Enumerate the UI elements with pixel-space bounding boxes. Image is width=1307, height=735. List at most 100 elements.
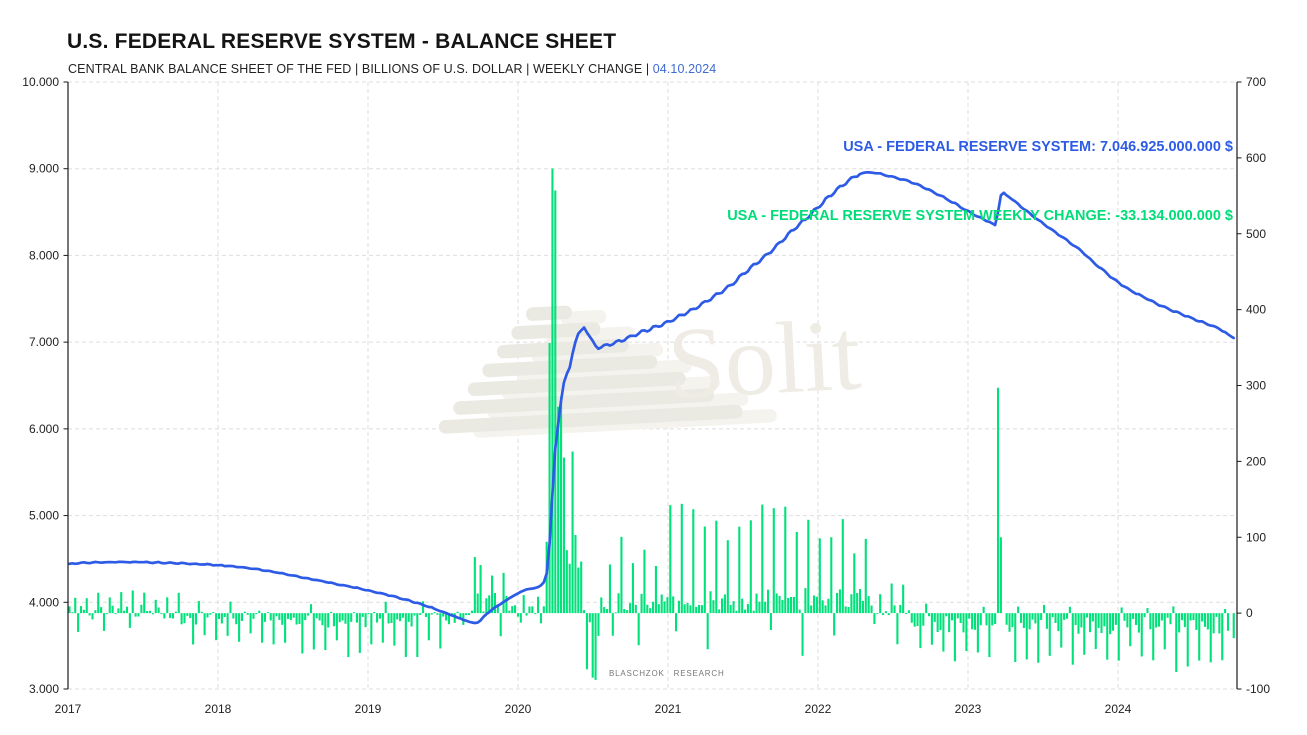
weekly-change-bar [841,519,844,614]
weekly-change-bar [600,597,603,614]
weekly-change-bar [105,613,108,615]
weekly-change-bar [424,613,428,617]
weekly-change-bar [789,596,793,614]
weekly-change-bar [85,598,88,614]
weekly-change-bar [470,610,473,614]
weekly-change-bar [528,606,531,614]
weekly-change-bar [511,606,514,614]
weekly-change-bar [1186,613,1189,667]
weekly-change-bar [608,564,611,614]
weekly-change-bar [376,613,379,623]
weekly-change-bar [278,613,281,620]
weekly-change-bar [266,612,269,614]
weekly-change-bar [735,610,738,614]
weekly-change-bar [703,526,706,614]
weekly-change-bar [74,597,77,614]
weekly-change-bar [890,583,893,614]
weekly-change-bar [953,613,956,662]
weekly-change-bar [284,613,287,643]
weekly-change-bar [769,613,772,631]
weekly-change-bar [1042,604,1046,614]
weekly-change-bar [1175,613,1178,672]
weekly-change-bar [1172,606,1175,614]
weekly-change-bar [396,613,399,620]
weekly-change-bar [847,607,850,614]
weekly-change-bar [634,604,637,614]
weekly-change-bar [94,610,97,614]
weekly-change-bar [973,613,977,630]
weekly-change-bar [562,457,565,614]
weekly-change-bar [91,613,94,620]
weekly-change-bar [850,594,853,614]
weekly-change-bar [177,592,180,614]
weekly-change-bar [1189,613,1192,621]
y-axis-right-tick-label: -100 [1246,682,1270,696]
y-axis-left-tick-label: 8.000 [29,248,59,262]
weekly-change-bar [1149,613,1152,630]
weekly-change-bar [675,613,678,632]
weekly-change-bar [255,613,258,615]
page-title: U.S. FEDERAL RESERVE SYSTEM - BALANCE SH… [67,30,617,53]
weekly-change-bar [778,595,781,614]
weekly-change-bar [212,612,215,614]
weekly-change-bar [439,613,442,649]
weekly-change-bar [321,613,324,626]
weekly-change-bar [79,606,83,614]
weekly-change-bar [200,611,203,614]
weekly-change-bar [315,613,318,619]
chart-subtitle: CENTRAL BANK BALANCE SHEET OF THE FED | … [68,62,716,76]
weekly-change-bar [631,563,634,614]
weekly-change-bar [617,593,620,614]
weekly-change-bar [1226,613,1230,631]
weekly-change-bar [157,607,160,614]
weekly-change-bar [680,503,683,614]
weekly-change-bar [1045,613,1048,629]
weekly-change-bar [956,613,959,619]
weekly-change-bar [755,593,758,614]
weekly-change-bar [166,597,169,614]
weekly-change-bar [945,613,948,617]
weekly-change-bar [1146,608,1149,614]
weekly-change-bar [301,613,304,654]
watermark: Solit [438,298,863,438]
y-axis-right-tick-label: 200 [1246,454,1266,468]
weekly-change-bar [436,613,439,615]
weekly-change-bar [870,605,873,614]
weekly-change-bar [1025,613,1028,660]
weekly-change-bar [971,613,974,630]
weekly-change-bar [904,612,908,614]
weekly-change-bar [192,613,195,645]
weekly-change-bar [387,613,390,624]
weekly-change-bar [1103,613,1106,627]
weekly-change-bar [456,611,459,614]
weekly-change-bar [1203,613,1207,627]
weekly-change-bar [991,613,994,626]
weekly-change-bar [660,594,663,614]
weekly-change-bar [125,606,129,614]
weekly-change-bar [606,609,609,614]
weekly-change-bar [401,613,405,618]
weekly-change-bar [433,612,436,614]
weekly-change-bar [732,601,735,614]
weekly-change-bar [508,610,511,614]
weekly-change-bar [551,168,554,614]
weekly-change-bar [798,609,801,614]
weekly-change-bar [585,613,588,670]
weekly-change-bar [948,613,951,633]
x-axis-tick-label: 2024 [1105,702,1132,716]
weekly-change-bar [148,610,152,614]
y-axis-left-tick-label: 6.000 [29,422,59,436]
weekly-change-bar [996,387,1000,614]
y-axis-right-tick-label: 600 [1246,151,1266,165]
weekly-change-bar [654,565,657,614]
x-axis-tick-label: 2017 [55,702,82,716]
weekly-change-bar [338,613,341,623]
weekly-change-bar [560,396,563,614]
weekly-change-bar [657,604,660,614]
weekly-change-bar [134,613,137,617]
weekly-change-bar [706,613,709,650]
pyramid-step [467,371,686,397]
weekly-change-bar [1097,613,1100,628]
weekly-change-bar [902,584,905,614]
